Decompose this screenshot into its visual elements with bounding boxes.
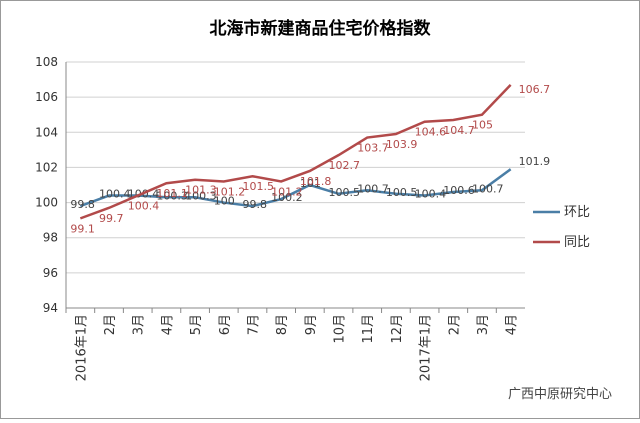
x-tick-label: 8月 xyxy=(275,314,290,335)
value-label: 100.7 xyxy=(472,182,504,195)
x-tick-label: 2017年1月 xyxy=(419,314,434,381)
value-label: 100.4 xyxy=(128,200,160,213)
x-tick-label: 4月 xyxy=(160,314,175,335)
value-label: 101.8 xyxy=(300,175,332,188)
value-label: 99.1 xyxy=(70,222,95,235)
x-tick-label: 7月 xyxy=(246,314,261,335)
watermark: 广西中原研究中心 xyxy=(508,387,612,402)
chart-title: 北海市新建商品住宅价格指数 xyxy=(210,18,432,39)
line xyxy=(79,168,512,208)
value-label: 100 xyxy=(214,195,235,208)
x-tick-label: 2016年1月 xyxy=(74,314,89,381)
value-label: 101 xyxy=(300,177,321,190)
value-label: 101.2 xyxy=(214,185,246,198)
value-label: 101.1 xyxy=(156,187,188,200)
value-label: 99.7 xyxy=(99,212,124,225)
x-tick-label: 9月 xyxy=(304,314,319,335)
y-tick-label: 96 xyxy=(43,266,58,280)
y-tick-label: 102 xyxy=(35,160,58,174)
value-label: 100.3 xyxy=(185,189,217,202)
y-tick-label: 100 xyxy=(35,196,58,210)
x-tick-label: 6月 xyxy=(218,314,233,335)
y-tick-label: 94 xyxy=(43,301,58,315)
value-label: 99.8 xyxy=(242,198,267,211)
x-tick-label: 3月 xyxy=(132,314,147,335)
value-label: 100.4 xyxy=(415,188,447,201)
value-label: 106.7 xyxy=(519,83,551,96)
value-label: 101.5 xyxy=(242,180,274,193)
value-label: 101.3 xyxy=(185,184,217,197)
legend-label: 同比 xyxy=(564,235,590,250)
value-label: 101.9 xyxy=(519,155,551,168)
y-tick-label: 106 xyxy=(35,90,58,104)
x-tick-label: 2月 xyxy=(103,314,118,335)
y-tick-label: 104 xyxy=(35,125,58,139)
value-label: 103.9 xyxy=(386,138,418,151)
legend-label: 环比 xyxy=(564,205,590,220)
value-label: 104.7 xyxy=(443,124,475,137)
value-label: 104.6 xyxy=(415,126,447,139)
y-tick-label: 98 xyxy=(43,231,58,245)
x-tick-label: 5月 xyxy=(189,314,204,335)
x-tick-label: 12月 xyxy=(390,314,405,344)
x-tick-label: 3月 xyxy=(476,314,491,335)
value-label: 100.2 xyxy=(271,191,303,204)
x-tick-label: 4月 xyxy=(505,314,520,335)
y-tick-label: 108 xyxy=(35,55,58,69)
value-label: 100.5 xyxy=(386,186,418,199)
value-label: 99.8 xyxy=(70,198,95,211)
value-label: 105 xyxy=(472,119,493,132)
x-tick-label: 2月 xyxy=(447,314,462,335)
value-label: 102.7 xyxy=(329,159,361,172)
x-tick-label: 11月 xyxy=(361,314,376,344)
x-tick-label: 10月 xyxy=(333,314,348,344)
line xyxy=(79,83,512,220)
value-label: 100.7 xyxy=(357,182,389,195)
value-label: 100.3 xyxy=(156,189,188,202)
value-label: 100.6 xyxy=(443,184,475,197)
value-label: 100.5 xyxy=(329,186,361,199)
value-label: 103.7 xyxy=(357,142,389,155)
value-label: 100.4 xyxy=(99,188,131,201)
value-label: 101.2 xyxy=(271,185,303,198)
